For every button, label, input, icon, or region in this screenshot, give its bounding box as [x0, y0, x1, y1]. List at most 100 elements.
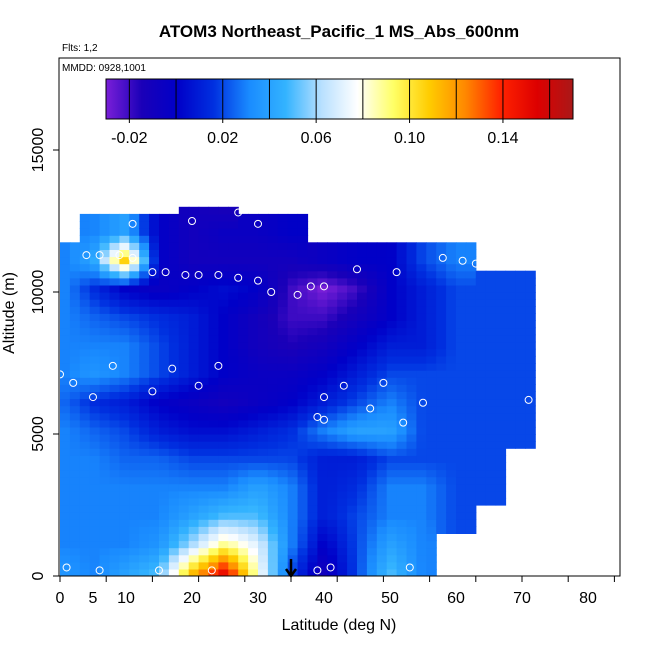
heatmap-cell — [60, 341, 71, 350]
heatmap-cell — [485, 292, 497, 300]
heatmap-cell — [188, 540, 200, 549]
heatmap-cell — [168, 348, 180, 357]
heatmap-cell — [149, 462, 160, 471]
heatmap-cell — [406, 348, 417, 357]
heatmap-cell — [188, 561, 200, 570]
heatmap-cell — [307, 327, 318, 336]
heatmap-cell — [258, 284, 269, 293]
heatmap-cell — [129, 221, 140, 229]
heatmap-cell — [258, 419, 269, 428]
observation-point — [313, 412, 322, 421]
heatmap-cell — [426, 256, 437, 265]
heatmap-cell — [446, 270, 457, 279]
heatmap-cell — [376, 384, 388, 392]
heatmap-cell — [416, 476, 427, 485]
heatmap-cell — [159, 483, 170, 492]
heatmap-cell — [456, 313, 467, 321]
heatmap-cell — [238, 306, 249, 314]
heatmap-cell — [89, 505, 101, 513]
heatmap-cell — [228, 391, 239, 400]
heatmap-cell — [406, 263, 417, 272]
heatmap-cell — [188, 554, 200, 563]
heatmap-cell — [456, 490, 467, 499]
heatmap-cell — [188, 292, 200, 300]
heatmap-cell — [267, 213, 279, 222]
heatmap-cell — [416, 242, 427, 250]
heatmap-cell — [287, 405, 299, 414]
heatmap-cell — [515, 320, 526, 329]
heatmap-cell — [258, 547, 269, 556]
heatmap-cell — [416, 384, 427, 392]
heatmap-cell — [317, 519, 328, 527]
heatmap-cell — [337, 299, 348, 307]
heatmap-cell — [426, 334, 437, 343]
heatmap-cell — [376, 519, 388, 527]
heatmap-cell — [149, 228, 160, 236]
heatmap-cell — [357, 462, 368, 471]
heatmap-cell — [475, 370, 487, 378]
heatmap-cell — [258, 235, 269, 243]
heatmap-cell — [267, 505, 279, 513]
colorbar-ramp — [105, 78, 574, 120]
heatmap-cell — [119, 462, 130, 471]
heatmap-cell — [258, 249, 269, 258]
heatmap-cell — [327, 391, 338, 400]
heatmap-cell — [446, 249, 457, 258]
observation-point — [234, 208, 243, 217]
heatmap-cell — [386, 497, 398, 506]
heatmap-cell — [139, 327, 150, 336]
heatmap-cell — [287, 462, 299, 471]
heatmap-cell — [465, 384, 477, 392]
heatmap-cell — [515, 391, 526, 400]
heatmap-cell — [228, 419, 239, 428]
heatmap-cell — [60, 270, 71, 279]
heatmap-cell — [267, 448, 279, 456]
heatmap-cell — [188, 398, 200, 407]
heatmap-cell — [168, 249, 180, 258]
heatmap-cell — [436, 263, 447, 272]
heatmap-cell — [317, 363, 328, 371]
heatmap-cell — [258, 426, 269, 435]
heatmap-cell — [465, 505, 477, 513]
heatmap-cell — [168, 263, 180, 272]
heatmap-cell — [129, 256, 140, 265]
heatmap-cell — [149, 249, 160, 258]
heatmap-cell — [89, 306, 101, 314]
heatmap-cell — [307, 377, 318, 385]
heatmap-cell — [347, 547, 358, 556]
heatmap-cell — [426, 434, 437, 442]
heatmap-cell — [267, 476, 279, 485]
heatmap-cell — [109, 476, 120, 485]
heatmap-cell — [465, 341, 477, 350]
heatmap-cell — [238, 561, 249, 570]
heatmap-cell — [366, 547, 378, 556]
heatmap-cell — [208, 512, 219, 520]
heatmap-cell — [99, 242, 111, 250]
heatmap-cell — [159, 256, 170, 265]
heatmap-cell — [149, 490, 160, 499]
heatmap-cell — [258, 490, 269, 499]
heatmap-cell — [317, 476, 328, 485]
heatmap-cell — [178, 263, 190, 272]
heatmap-cell — [119, 490, 130, 499]
heatmap-cell — [406, 533, 417, 542]
heatmap-cell — [99, 384, 111, 392]
heatmap-cell — [307, 270, 318, 279]
dates-label: MMDD: 0928,1001 — [62, 63, 146, 74]
heatmap-cell — [475, 405, 487, 414]
observation-point — [254, 276, 262, 285]
heatmap-cell — [327, 455, 338, 463]
heatmap-cell — [287, 299, 299, 307]
heatmap-cell — [465, 377, 477, 385]
heatmap-cell — [287, 213, 299, 222]
heatmap-cell — [208, 306, 219, 314]
heatmap-cell — [89, 242, 101, 250]
heatmap-cell — [327, 568, 338, 576]
heatmap-cell — [267, 355, 279, 364]
heatmap-cell — [208, 256, 219, 265]
heatmap-cell — [347, 561, 358, 570]
heatmap-cell — [109, 235, 120, 243]
heatmap-cell — [366, 561, 378, 570]
heatmap-cell — [297, 334, 309, 343]
